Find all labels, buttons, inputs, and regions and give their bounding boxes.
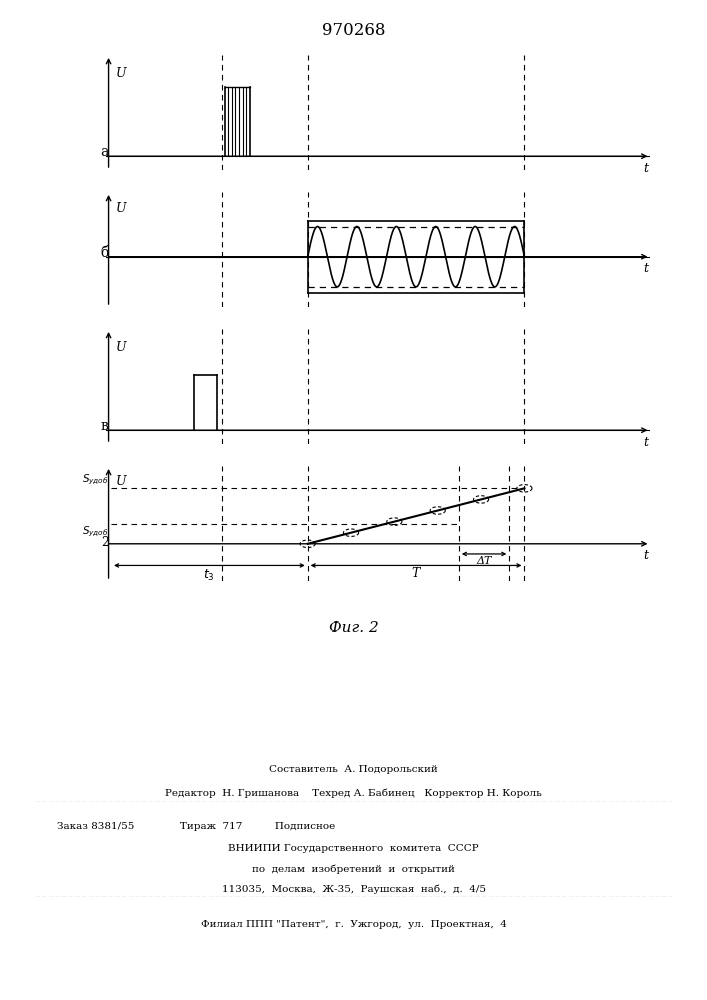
Text: t: t [643, 162, 648, 175]
Text: Заказ 8381/55              Тираж  717          Подписное: Заказ 8381/55 Тираж 717 Подписное [57, 822, 335, 831]
Text: 2: 2 [100, 536, 109, 549]
Text: ΔT: ΔT [477, 556, 492, 566]
Text: t: t [643, 549, 648, 562]
Text: Фиг. 2: Фиг. 2 [329, 621, 378, 635]
Text: T: T [412, 567, 420, 580]
Text: ВНИИПИ Государственного  комитета  СССР: ВНИИПИ Государственного комитета СССР [228, 844, 479, 853]
Text: U: U [116, 202, 127, 215]
Text: U: U [116, 67, 127, 80]
Text: 113035,  Москва,  Ж-35,  Раушская  наб.,  д.  4/5: 113035, Москва, Ж-35, Раушская наб., д. … [221, 884, 486, 894]
Text: по  делам  изобретений  и  открытий: по делам изобретений и открытий [252, 864, 455, 874]
Text: $t_3$: $t_3$ [204, 567, 215, 583]
Text: $S_{удоб}$: $S_{удоб}$ [82, 473, 109, 487]
Text: Составитель  А. Подорольский: Составитель А. Подорольский [269, 765, 438, 774]
Text: U: U [116, 475, 127, 488]
Text: U: U [116, 341, 127, 354]
Text: б: б [100, 246, 109, 260]
Text: Редактор  Н. Гришанова    Техред А. Бабинец   Корректор Н. Король: Редактор Н. Гришанова Техред А. Бабинец … [165, 789, 542, 798]
Text: в: в [100, 419, 109, 433]
Text: t: t [643, 262, 648, 275]
Text: а: а [100, 145, 109, 159]
Text: t: t [643, 436, 648, 449]
Text: 970268: 970268 [322, 22, 385, 39]
Text: Филиал ППП "Патент",  г.  Ужгород,  ул.  Проектная,  4: Филиал ППП "Патент", г. Ужгород, ул. Про… [201, 920, 506, 929]
Text: $S_{удоб}$: $S_{удоб}$ [82, 525, 109, 539]
